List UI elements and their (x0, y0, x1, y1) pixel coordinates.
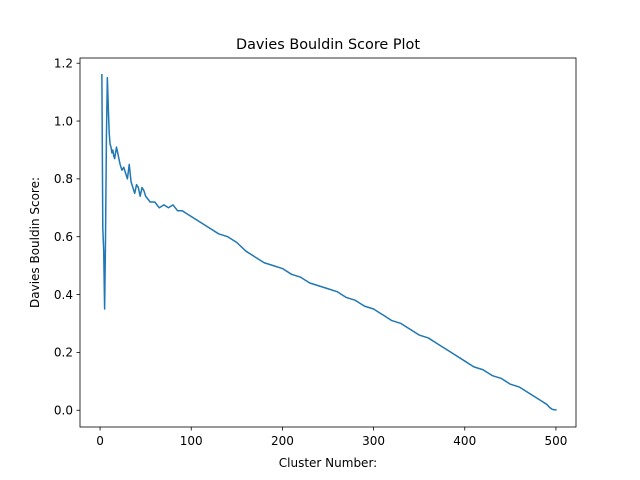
y-tick-label: 0.6 (54, 230, 73, 244)
x-tick-label: 500 (544, 434, 567, 448)
x-tick-label: 0 (96, 434, 104, 448)
y-tick-label: 0.0 (54, 404, 73, 418)
y-tick-label: 0.4 (54, 288, 73, 302)
y-tick-label: 0.2 (54, 346, 73, 360)
x-axis-ticks: 0 100 200 300 400 500 (96, 427, 567, 448)
plot-area-frame (79, 57, 577, 428)
x-tick-label: 400 (453, 434, 476, 448)
x-axis-label: Cluster Number: (279, 456, 377, 470)
x-tick-label: 100 (180, 434, 203, 448)
series-line (101, 74, 557, 411)
y-tick-label: 1.2 (54, 57, 73, 71)
y-axis-label: Davies Bouldin Score: (28, 177, 42, 308)
x-tick-label: 200 (271, 434, 294, 448)
y-tick-label: 0.8 (54, 172, 73, 186)
y-axis-ticks: 0.0 0.2 0.4 0.6 0.8 1.0 1.2 (54, 57, 80, 418)
chart-title: Davies Bouldin Score Plot (236, 37, 420, 53)
y-tick-label: 1.0 (54, 114, 73, 128)
x-tick-label: 300 (362, 434, 385, 448)
